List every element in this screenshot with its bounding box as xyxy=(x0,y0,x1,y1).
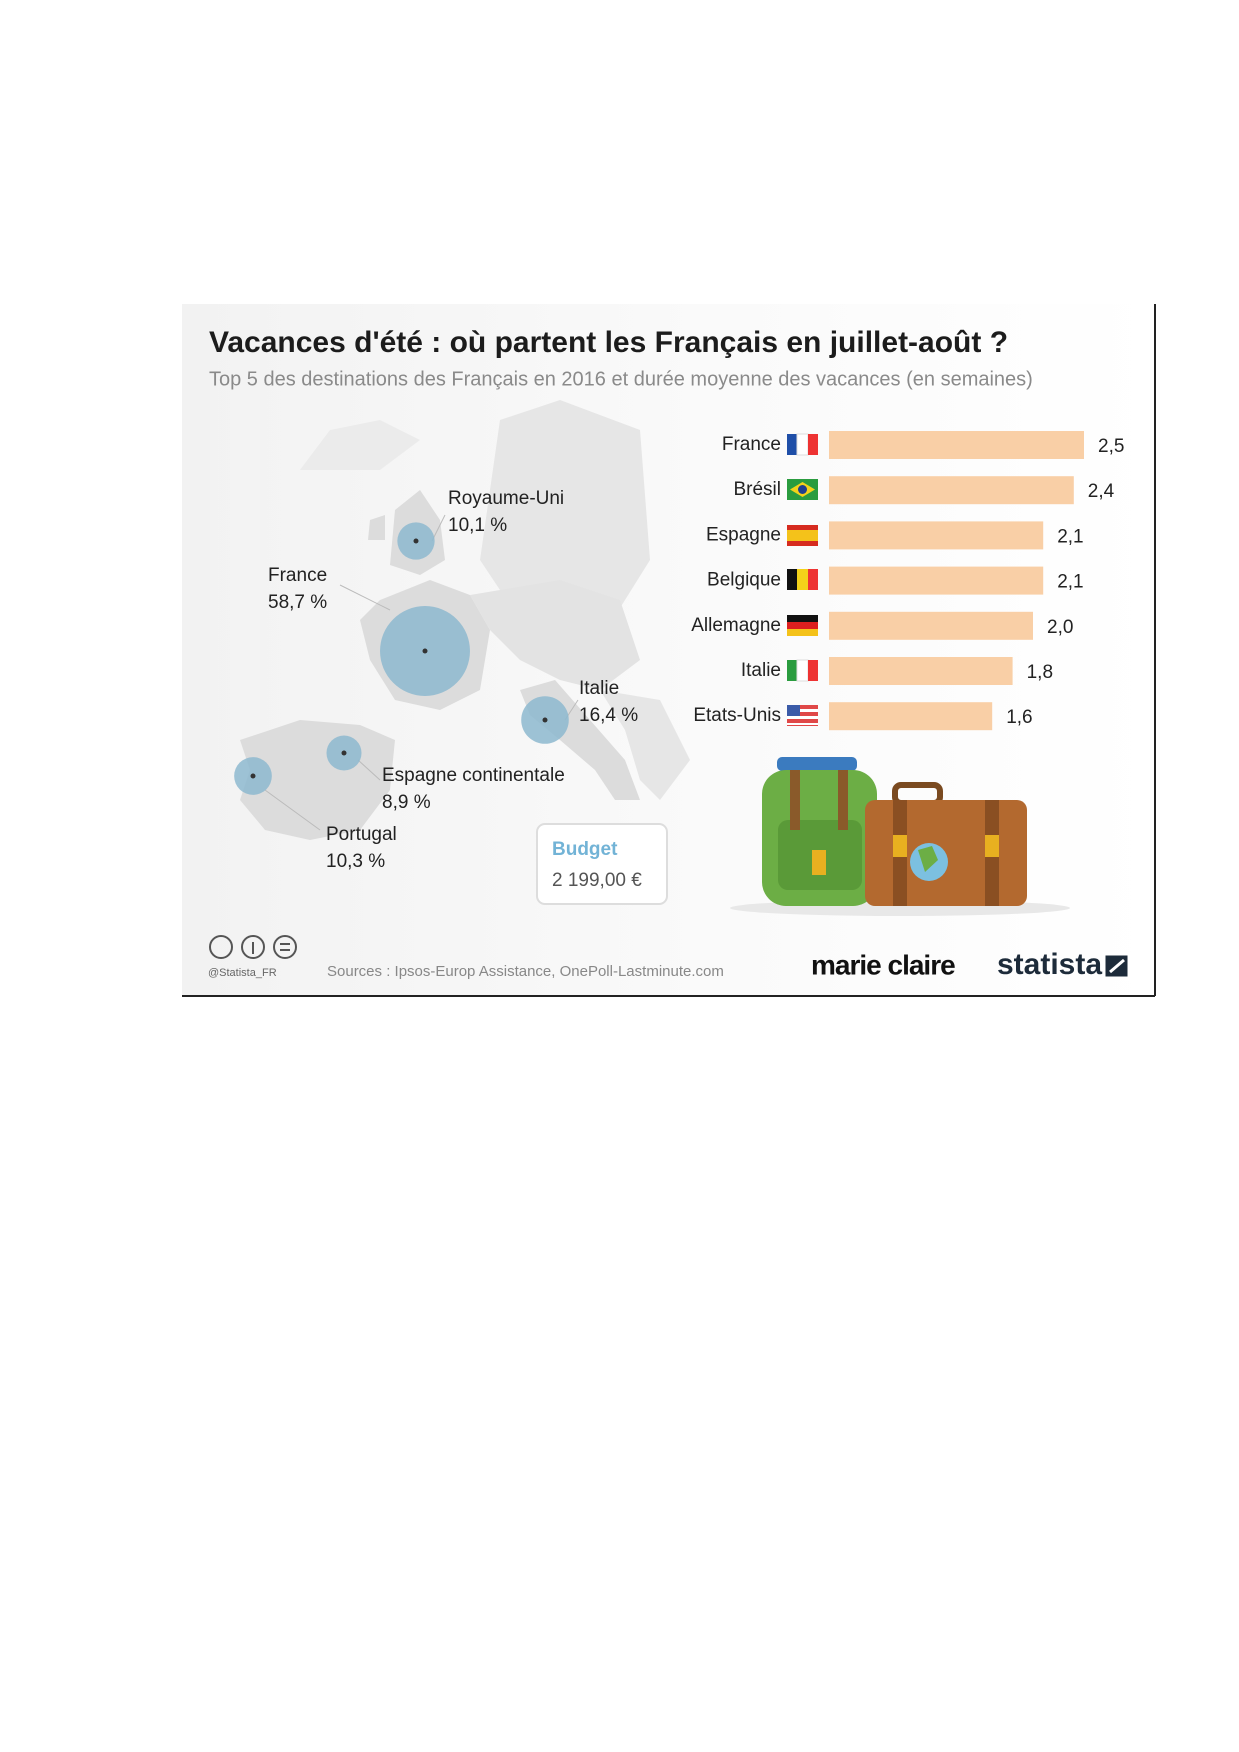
value-label: 1,8 xyxy=(1027,662,1053,683)
bar xyxy=(829,566,1044,595)
bubble-center xyxy=(250,773,256,779)
value-label: 2,0 xyxy=(1047,617,1073,638)
bar xyxy=(829,611,1033,640)
bubble-center xyxy=(413,538,419,544)
region-label: Portugal xyxy=(326,824,397,845)
category-label: Etats-Unis xyxy=(693,705,781,726)
brand-marie-claire: marie claire xyxy=(811,949,955,980)
value-label: 2,1 xyxy=(1057,572,1083,593)
bar xyxy=(829,521,1044,550)
chart-subtitle: Top 5 des destinations des Français en 2… xyxy=(209,368,1033,390)
region-label: Espagne continentale xyxy=(382,765,565,786)
bar xyxy=(829,657,1013,685)
category-label: Belgique xyxy=(707,570,781,591)
budget-box xyxy=(536,823,668,905)
license-icons xyxy=(209,935,297,959)
budget-value: 2 199,00 € xyxy=(552,870,642,891)
category-label: Italie xyxy=(741,660,781,681)
region-label: France xyxy=(268,565,327,586)
leader-line xyxy=(431,514,446,542)
bar xyxy=(829,431,1084,459)
share-label: 8,9 % xyxy=(382,792,431,813)
value-label: 2,5 xyxy=(1098,436,1124,457)
leader-line xyxy=(264,789,321,831)
category-label: Allemagne xyxy=(691,615,781,636)
share-label: 58,7 % xyxy=(268,592,327,613)
region-label: Italie xyxy=(579,678,619,699)
bar xyxy=(829,476,1074,505)
leader-line xyxy=(357,759,381,781)
statista-logo xyxy=(1102,952,1131,980)
leader-line xyxy=(339,584,391,611)
bubble-center xyxy=(542,717,548,723)
share-label: 10,1 % xyxy=(448,515,507,536)
bubble-center xyxy=(422,648,428,654)
chart-title: Vacances d'été : où partent les Français… xyxy=(209,326,1008,359)
share-label: 10,3 % xyxy=(326,851,385,872)
budget-label: Budget xyxy=(552,839,618,860)
bar xyxy=(829,702,993,731)
brand-statista: statista xyxy=(997,948,1102,981)
footer-source: Sources : Ipsos-Europ Assistance, OnePol… xyxy=(327,963,724,980)
category-label: Brésil xyxy=(733,479,781,500)
category-label: France xyxy=(722,434,781,455)
value-label: 1,6 xyxy=(1006,707,1032,728)
value-label: 2,1 xyxy=(1057,526,1083,547)
region-label: Royaume-Uni xyxy=(448,488,564,509)
category-label: Espagne xyxy=(706,524,781,545)
value-label: 2,4 xyxy=(1088,481,1115,502)
share-label: 16,4 % xyxy=(579,705,638,726)
flags xyxy=(787,433,818,726)
luggage-illustration xyxy=(730,757,1070,916)
footer-handle: @Statista_FR xyxy=(208,967,277,979)
bubble-center xyxy=(341,750,347,756)
